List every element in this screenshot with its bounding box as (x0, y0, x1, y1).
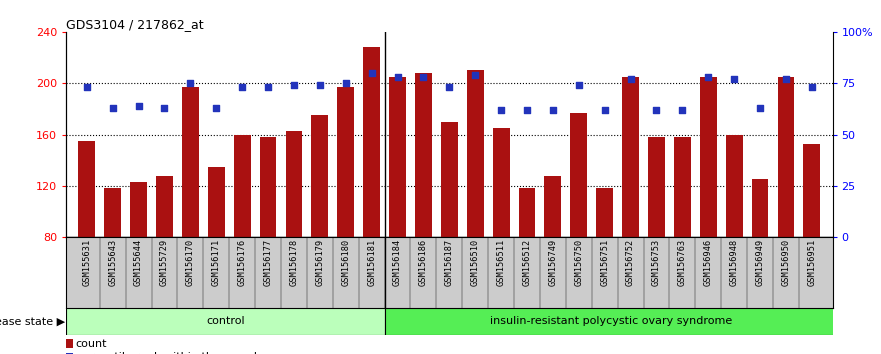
Point (106, 105, 120, 111)
Point (804, 85, 818, 90)
Point (701, 74, 715, 80)
Text: GSM156186: GSM156186 (419, 239, 428, 286)
Point (261, 85, 275, 90)
Point (572, 82, 586, 88)
Point (365, 70, 379, 76)
Point (235, 85, 249, 90)
Point (494, 107, 508, 113)
Point (649, 107, 663, 113)
Text: GSM155729: GSM155729 (160, 239, 169, 286)
Point (158, 105, 172, 111)
Bar (622, 77, 639, 237)
Bar (66, 339, 73, 348)
Text: GSM156171: GSM156171 (211, 239, 221, 286)
Point (442, 85, 456, 90)
Bar (700, 77, 716, 237)
Text: disease state ▶: disease state ▶ (0, 316, 65, 326)
Point (597, 107, 611, 113)
Text: GSM156180: GSM156180 (341, 239, 351, 286)
Point (131, 103, 145, 109)
Text: GDS3104 / 217862_at: GDS3104 / 217862_at (66, 18, 204, 31)
Bar (311, 115, 329, 237)
Text: GSM156179: GSM156179 (315, 239, 324, 286)
Text: GSM155644: GSM155644 (134, 239, 143, 286)
Bar (182, 87, 199, 237)
Point (520, 107, 534, 113)
Bar (130, 182, 147, 237)
Bar (104, 188, 121, 237)
Text: GSM155631: GSM155631 (82, 239, 92, 286)
Bar (803, 143, 820, 237)
Text: GSM156946: GSM156946 (704, 239, 713, 286)
Text: control: control (206, 316, 245, 326)
Text: GSM156176: GSM156176 (238, 239, 247, 286)
Point (80, 85, 94, 90)
Bar (415, 73, 432, 237)
Point (338, 80, 352, 86)
Bar (440, 122, 458, 237)
Text: GSM156950: GSM156950 (781, 239, 790, 286)
Point (624, 76, 638, 82)
Point (727, 76, 741, 82)
Bar (385, 308, 838, 335)
Point (209, 105, 223, 111)
Text: GSM155643: GSM155643 (108, 239, 117, 286)
Bar (285, 131, 302, 237)
Text: GSM156949: GSM156949 (756, 239, 765, 286)
Text: GSM156187: GSM156187 (445, 239, 454, 286)
Text: GSM156184: GSM156184 (393, 239, 402, 286)
Point (753, 105, 767, 111)
Text: GSM156510: GSM156510 (470, 239, 479, 286)
Bar (648, 137, 665, 237)
Bar (544, 176, 561, 237)
Text: GSM156512: GSM156512 (522, 239, 531, 286)
Text: GSM156178: GSM156178 (290, 239, 299, 286)
Bar (337, 87, 354, 237)
Point (546, 107, 560, 113)
Bar (751, 179, 768, 237)
Point (183, 80, 197, 86)
Text: percentile rank within the sample: percentile rank within the sample (76, 352, 263, 354)
Point (468, 72, 482, 78)
Text: GSM156951: GSM156951 (807, 239, 817, 286)
Text: GSM156749: GSM156749 (548, 239, 558, 286)
Text: GSM156752: GSM156752 (626, 239, 635, 286)
Bar (208, 167, 225, 237)
Text: GSM156750: GSM156750 (574, 239, 583, 286)
Point (313, 82, 327, 88)
Bar (778, 77, 795, 237)
Bar (260, 137, 277, 237)
Text: GSM156751: GSM156751 (600, 239, 609, 286)
Bar (363, 47, 380, 237)
Point (779, 76, 793, 82)
Bar (156, 176, 173, 237)
Text: GSM156753: GSM156753 (652, 239, 661, 286)
Text: insulin-resistant polycystic ovary syndrome: insulin-resistant polycystic ovary syndr… (490, 316, 732, 326)
Bar (467, 70, 484, 237)
Bar (66, 308, 385, 335)
Bar (66, 353, 73, 354)
Bar (78, 141, 95, 237)
Text: count: count (76, 339, 107, 349)
Text: GSM156763: GSM156763 (677, 239, 687, 286)
Text: GSM156511: GSM156511 (497, 239, 506, 286)
Point (390, 74, 404, 80)
Bar (233, 135, 250, 237)
Text: GSM156181: GSM156181 (367, 239, 376, 286)
Bar (674, 137, 691, 237)
Text: GSM156177: GSM156177 (263, 239, 272, 286)
Bar (570, 113, 588, 237)
Bar (492, 128, 509, 237)
Bar (519, 188, 536, 237)
Point (676, 107, 690, 113)
Point (417, 74, 431, 80)
Bar (596, 188, 613, 237)
Text: GSM156170: GSM156170 (186, 239, 195, 286)
Point (287, 82, 301, 88)
Bar (389, 77, 406, 237)
Text: GSM156948: GSM156948 (729, 239, 738, 286)
Bar (726, 135, 743, 237)
